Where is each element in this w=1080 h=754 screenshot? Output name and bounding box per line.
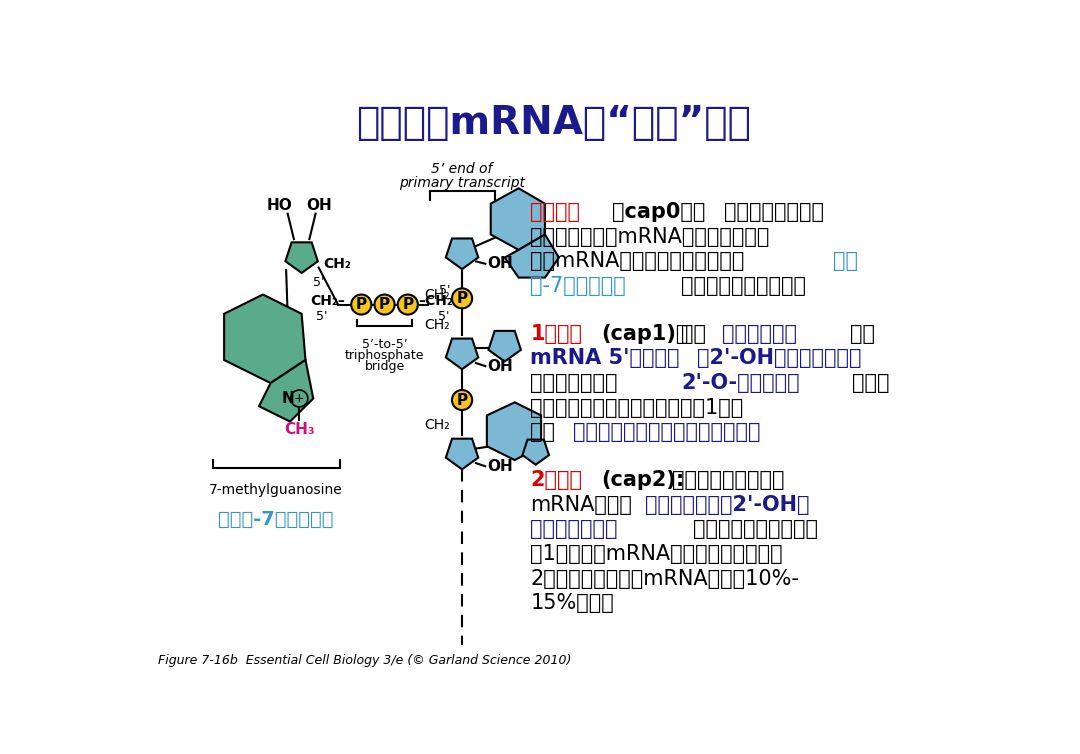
Text: 2'-O-甲基转移酶: 2'-O-甲基转移酶 xyxy=(681,373,800,393)
Text: (cap1)：: (cap1)： xyxy=(602,323,689,344)
Text: 1类帽子: 1类帽子 xyxy=(530,323,582,344)
Text: 7-methylguanosine: 7-methylguanosine xyxy=(210,483,343,497)
Text: bridge: bridge xyxy=(364,360,405,373)
Text: 5': 5' xyxy=(437,311,449,323)
Text: mRNA链上的: mRNA链上的 xyxy=(530,495,632,515)
Text: 真核生物中以这类帽子结构为主。: 真核生物中以这类帽子结构为主。 xyxy=(572,422,760,443)
Text: ，因为这个反应只以带: ，因为这个反应只以带 xyxy=(693,520,818,539)
Text: 2类帽子。只占有帽mRNA总量的10%-: 2类帽子。只占有帽mRNA总量的10%- xyxy=(530,569,799,589)
Circle shape xyxy=(451,288,472,308)
Text: primary transcript: primary transcript xyxy=(399,176,525,190)
Text: （原: （原 xyxy=(850,323,875,344)
Text: triphosphate: triphosphate xyxy=(345,349,424,362)
Polygon shape xyxy=(285,242,318,273)
Text: mRNA 5'第一位）: mRNA 5'第一位） xyxy=(530,348,679,369)
Text: 鸟苷: 鸟苷 xyxy=(833,251,858,271)
Text: (cap2):: (cap2): xyxy=(602,470,685,490)
Text: 酸-7甲基转移酶: 酸-7甲基转移酶 xyxy=(530,276,626,296)
Polygon shape xyxy=(446,238,478,269)
Text: 第二个核苷酸: 第二个核苷酸 xyxy=(723,323,797,344)
Text: 的2'-OH位上加另一个甲: 的2'-OH位上加另一个甲 xyxy=(697,348,862,369)
Text: 第三个核苷酸的2'-OH位: 第三个核苷酸的2'-OH位 xyxy=(645,495,809,515)
Text: OH: OH xyxy=(306,198,332,213)
Text: P: P xyxy=(355,297,367,312)
Text: 基，这步反应由: 基，这步反应由 xyxy=(530,373,618,393)
Text: Figure 7-16b  Essential Cell Biology 3/e (© Garland Science 2010): Figure 7-16b Essential Cell Biology 3/e … xyxy=(159,654,571,667)
Text: 也可能被甲基化: 也可能被甲基化 xyxy=(530,520,618,539)
Circle shape xyxy=(351,295,372,314)
Text: 5': 5' xyxy=(316,311,327,323)
Polygon shape xyxy=(504,234,559,277)
Text: CH₂: CH₂ xyxy=(323,256,351,271)
Text: 如在: 如在 xyxy=(681,323,706,344)
Polygon shape xyxy=(446,339,478,369)
Text: CH₂: CH₂ xyxy=(424,418,450,433)
Text: 5': 5' xyxy=(440,284,450,297)
Text: 生物mRNA主要是这个结构），由: 生物mRNA主要是这个结构），由 xyxy=(530,251,744,271)
Polygon shape xyxy=(225,295,306,383)
Text: CH₂: CH₂ xyxy=(424,318,450,333)
Polygon shape xyxy=(446,439,478,469)
Polygon shape xyxy=(488,331,521,361)
Text: P: P xyxy=(457,291,468,306)
Text: OH: OH xyxy=(487,359,513,374)
Text: P: P xyxy=(457,393,468,407)
Polygon shape xyxy=(523,440,549,464)
Text: N: N xyxy=(281,391,294,406)
Text: 子。: 子。 xyxy=(530,422,555,443)
Text: 在某些生物细胞内，: 在某些生物细胞内， xyxy=(672,470,784,490)
Text: 15%以下。: 15%以下。 xyxy=(530,593,615,613)
Text: 鸟苷酸-7甲基转移酶: 鸟苷酸-7甲基转移酶 xyxy=(218,510,334,529)
Text: 5’-to-5’: 5’-to-5’ xyxy=(362,339,407,351)
Text: –CH₂: –CH₂ xyxy=(418,294,454,308)
Text: （cap0）：: （cap0）： xyxy=(611,202,705,222)
Text: CH₃: CH₃ xyxy=(284,421,314,437)
Text: P: P xyxy=(402,297,414,312)
Text: OH: OH xyxy=(487,256,513,271)
Text: 催化，称为零类帽子。: 催化，称为零类帽子。 xyxy=(681,276,807,296)
Text: 所有真核细胞的mRNA中（单细胞真核: 所有真核细胞的mRNA中（单细胞真核 xyxy=(530,227,770,247)
Text: 一般把有这两个甲基的结构称为1类帽: 一般把有这两个甲基的结构称为1类帽 xyxy=(530,397,743,418)
Text: CH₂: CH₂ xyxy=(424,287,450,302)
Text: P: P xyxy=(379,297,390,312)
Text: 零类帽子: 零类帽子 xyxy=(530,202,580,222)
Text: +: + xyxy=(294,392,305,405)
Text: HO: HO xyxy=(267,198,293,213)
Text: OH: OH xyxy=(487,458,513,474)
Text: 5’ end of: 5’ end of xyxy=(431,162,492,176)
Circle shape xyxy=(375,295,394,314)
Polygon shape xyxy=(490,188,545,250)
Text: 真核生物mRNA的“帽子”结构: 真核生物mRNA的“帽子”结构 xyxy=(356,104,751,142)
Text: 有1类帽子的mRNA为底物，所以被称为: 有1类帽子的mRNA为底物，所以被称为 xyxy=(530,544,783,564)
Text: 2类帽子: 2类帽子 xyxy=(530,470,582,490)
Text: CH₂–: CH₂– xyxy=(310,294,345,308)
Text: 第一个甲基出现在: 第一个甲基出现在 xyxy=(724,202,824,222)
Circle shape xyxy=(451,390,472,410)
Text: 5': 5' xyxy=(313,277,325,290)
Circle shape xyxy=(397,295,418,314)
Polygon shape xyxy=(487,403,541,460)
Polygon shape xyxy=(259,360,313,421)
Text: 完成。: 完成。 xyxy=(852,373,889,393)
